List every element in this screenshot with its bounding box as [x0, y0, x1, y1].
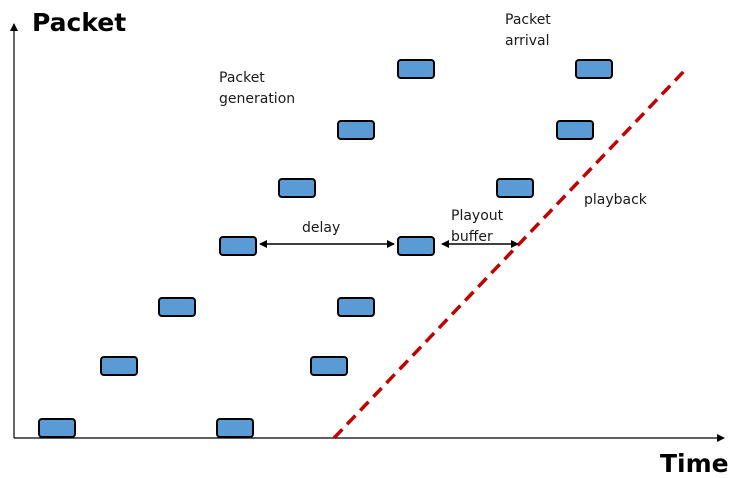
generated-packet — [219, 236, 257, 256]
arrived-packet — [337, 297, 375, 317]
x-axis-label: Time — [660, 449, 729, 478]
generated-packet — [158, 297, 196, 317]
generated-packet — [397, 59, 435, 79]
arrived-packet — [310, 356, 348, 376]
generated-packet — [100, 356, 138, 376]
packet-arrival-label: Packet arrival — [505, 12, 551, 49]
generated-packet — [337, 120, 375, 140]
playback-line — [332, 65, 690, 440]
arrived-packet — [575, 59, 613, 79]
arrived-packet — [397, 236, 435, 256]
arrived-packet — [216, 418, 254, 438]
y-axis-label: Packet — [32, 8, 127, 37]
playback-label: playback — [584, 192, 647, 208]
generated-packet — [278, 178, 316, 198]
delay-label: delay — [302, 220, 341, 236]
arrived-packet — [496, 178, 534, 198]
packet-generation-label: Packet generation — [219, 70, 296, 107]
playout-buffer-label: Playout buffer — [451, 208, 504, 245]
arrived-packet — [556, 120, 594, 140]
generated-packet — [38, 418, 76, 438]
